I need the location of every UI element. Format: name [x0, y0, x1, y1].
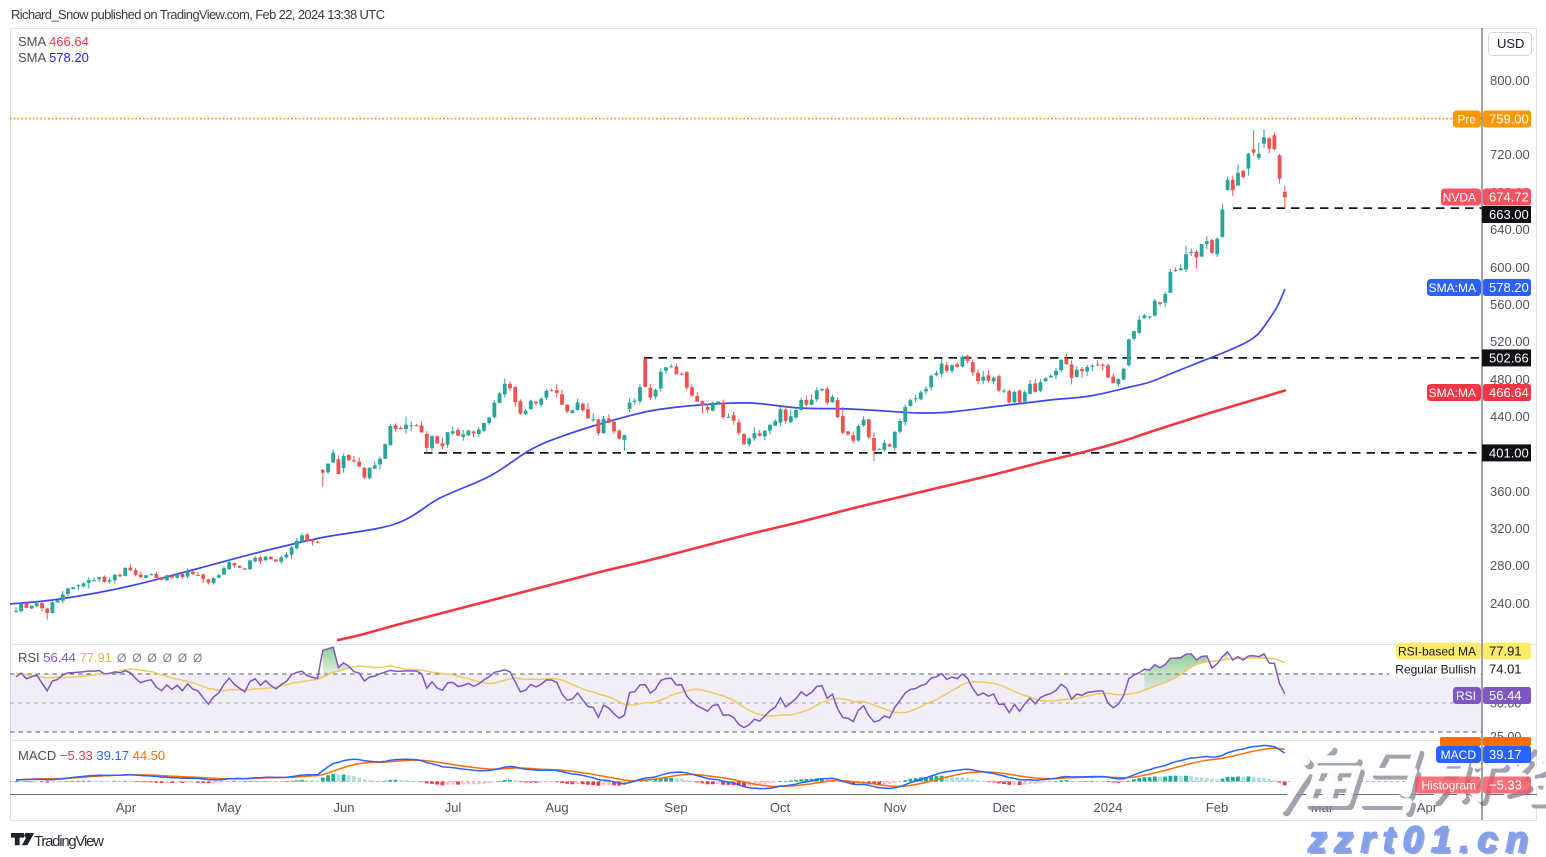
svg-text:77.91: 77.91: [1489, 644, 1522, 659]
svg-text:RSI 56.44 77.91: RSI 56.44 77.91: [18, 650, 112, 665]
svg-text:466.64: 466.64: [1489, 385, 1529, 400]
svg-text:520.00: 520.00: [1490, 334, 1530, 349]
svg-text:600.00: 600.00: [1490, 260, 1530, 275]
svg-text:39.17: 39.17: [1489, 747, 1522, 762]
svg-text:Feb: Feb: [1206, 800, 1228, 815]
svg-text:Ø: Ø: [132, 651, 141, 665]
svg-text:502.66: 502.66: [1489, 350, 1529, 365]
svg-text:401.00: 401.00: [1489, 445, 1529, 460]
svg-text:NVDA: NVDA: [1443, 191, 1476, 205]
svg-text:480.00: 480.00: [1490, 372, 1530, 387]
svg-text:Aug: Aug: [545, 800, 568, 815]
svg-text:440.00: 440.00: [1490, 409, 1530, 424]
svg-text:720.00: 720.00: [1490, 147, 1530, 162]
svg-text:TradingView: TradingView: [34, 833, 104, 850]
svg-text:Richard_Snow published on Trad: Richard_Snow published on TradingView.co…: [11, 7, 385, 22]
svg-text:zzrt01.cn: zzrt01.cn: [1309, 821, 1538, 857]
svg-text:zzrt01.cn: zzrt01.cn: [1307, 819, 1536, 857]
svg-text:SMA:MA: SMA:MA: [1429, 386, 1476, 400]
svg-text:May: May: [217, 800, 242, 815]
svg-text:Pre: Pre: [1457, 113, 1476, 127]
svg-text:SMA:MA: SMA:MA: [1429, 281, 1476, 295]
svg-text:MACD: MACD: [1441, 748, 1477, 762]
svg-text:Nov: Nov: [883, 800, 907, 815]
svg-text:360.00: 360.00: [1490, 484, 1530, 499]
svg-text:Jul: Jul: [445, 800, 462, 815]
svg-text:Histogram: Histogram: [1421, 779, 1476, 793]
svg-text:Sep: Sep: [664, 800, 687, 815]
svg-text:Ø: Ø: [117, 651, 126, 665]
svg-text:Ø: Ø: [178, 651, 187, 665]
svg-text:SMA 466.64: SMA 466.64: [18, 34, 89, 49]
svg-text:320.00: 320.00: [1490, 521, 1530, 536]
svg-text:RSI: RSI: [1456, 689, 1476, 703]
svg-text:Ø: Ø: [147, 651, 156, 665]
svg-text:663.00: 663.00: [1489, 207, 1529, 222]
svg-text:Ø: Ø: [163, 651, 172, 665]
svg-text:640.00: 640.00: [1490, 222, 1530, 237]
svg-text:Jun: Jun: [334, 800, 355, 815]
svg-text:SMA 578.20: SMA 578.20: [18, 50, 89, 65]
svg-text:560.00: 560.00: [1490, 297, 1530, 312]
svg-text:280.00: 280.00: [1490, 558, 1530, 573]
svg-text:Ø: Ø: [193, 651, 202, 665]
svg-text:56.44: 56.44: [1489, 688, 1522, 703]
svg-text:Apr: Apr: [116, 800, 137, 815]
svg-text:240.00: 240.00: [1490, 596, 1530, 611]
svg-text:MACD −5.33 39.17 44.50: MACD −5.33 39.17 44.50: [18, 748, 165, 763]
svg-text:759.00: 759.00: [1489, 112, 1529, 127]
svg-text:−5.33: −5.33: [1489, 778, 1522, 793]
svg-text:Apr: Apr: [1417, 800, 1438, 815]
svg-text:2024: 2024: [1094, 800, 1123, 815]
svg-text:USD: USD: [1497, 36, 1524, 51]
svg-text:74.01: 74.01: [1489, 662, 1522, 677]
svg-text:Oct: Oct: [770, 800, 791, 815]
svg-text:578.20: 578.20: [1489, 280, 1529, 295]
svg-text:Regular Bullish: Regular Bullish: [1395, 663, 1476, 677]
svg-text:RSI-based MA: RSI-based MA: [1398, 645, 1476, 659]
svg-text:800.00: 800.00: [1490, 73, 1530, 88]
svg-text:Dec: Dec: [992, 800, 1016, 815]
svg-text:674.72: 674.72: [1489, 190, 1529, 205]
